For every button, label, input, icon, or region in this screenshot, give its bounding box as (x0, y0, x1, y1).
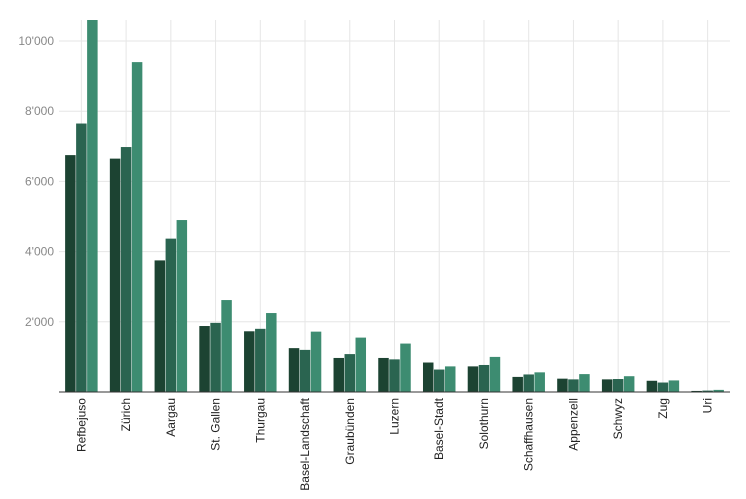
bar (646, 380, 658, 392)
x-tick-label: Thurgau (253, 398, 267, 443)
bar (713, 389, 724, 392)
y-tick-labels: 2'000 4'000 6'000 8'000 10'000 (18, 34, 54, 329)
y-tick-label: 10'000 (18, 34, 54, 48)
x-tick-label: Zürich (119, 398, 133, 431)
bar (109, 158, 121, 392)
bar (579, 374, 590, 392)
bar (668, 380, 680, 392)
bar (534, 372, 545, 392)
x-tick-label: Basel-Stadt (432, 397, 446, 460)
bar (489, 356, 501, 392)
bar (467, 366, 479, 392)
bars (65, 20, 724, 392)
bar (568, 379, 579, 392)
bar (691, 390, 702, 392)
bar (444, 366, 456, 392)
bar (221, 300, 232, 392)
x-tick-label: Schaffhausen (522, 398, 536, 471)
bar (210, 322, 221, 392)
bar (199, 326, 210, 392)
bar (165, 238, 177, 392)
bar (288, 348, 300, 392)
y-tick-label: 8'000 (25, 104, 54, 118)
bar (120, 147, 132, 392)
bar (557, 378, 568, 392)
bar (266, 313, 277, 392)
x-tick-label: St. Gallen (209, 398, 223, 451)
x-tick-label: Schwyz (611, 398, 625, 439)
y-tick-label: 2'000 (25, 315, 54, 329)
bar (355, 337, 367, 392)
x-tick-labels: Refbejuso Zürich Aargau St. Gallen Thurgau Ba… (74, 397, 714, 490)
bar (422, 362, 434, 392)
bar (154, 260, 166, 392)
x-tick-label: Refbejuso (74, 398, 88, 452)
bar (657, 382, 669, 392)
bar (433, 369, 445, 392)
bar (333, 357, 345, 392)
bar (176, 220, 188, 392)
bar (87, 20, 98, 392)
y-tick-label: 4'000 (25, 245, 54, 259)
bar (344, 354, 356, 392)
bar (255, 328, 266, 392)
y-tick-label: 6'000 (25, 174, 54, 188)
bar (512, 376, 523, 392)
x-tick-label: Graubünden (343, 398, 357, 465)
bar (389, 359, 400, 392)
bar (601, 379, 613, 392)
x-tick-label: Basel-Landschaft (298, 397, 312, 490)
bar (299, 349, 311, 392)
bar (623, 376, 635, 392)
bar (378, 357, 389, 392)
x-tick-label: Luzern (388, 398, 402, 435)
bar (76, 123, 87, 392)
bar (244, 331, 255, 392)
x-tick-label: Uri (701, 398, 715, 413)
bar (310, 331, 322, 392)
grid-lines (59, 20, 730, 392)
bar (612, 379, 624, 392)
bar (400, 343, 411, 392)
bar (523, 374, 534, 392)
x-tick-label: Appenzell (566, 398, 580, 451)
bar (478, 364, 490, 392)
x-tick-label: Zug (656, 398, 670, 419)
x-tick-label: Solothurn (477, 398, 491, 449)
x-tick-label: Aargau (164, 398, 178, 437)
bar (65, 155, 76, 392)
bar (702, 390, 713, 392)
bar (131, 62, 143, 392)
